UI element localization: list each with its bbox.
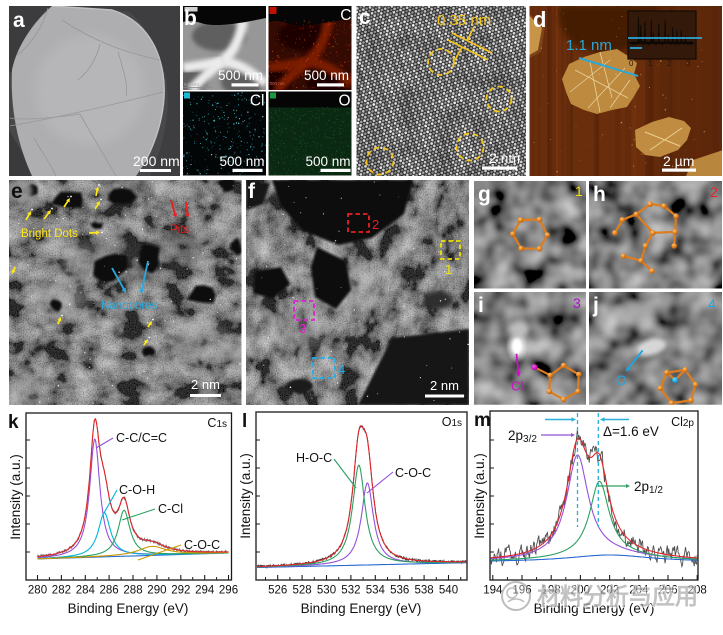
- svg-text:1: 1: [648, 59, 653, 68]
- svg-text:H-O-C: H-O-C: [296, 451, 332, 465]
- svg-text:286: 286: [100, 585, 119, 597]
- svg-text:O: O: [616, 372, 627, 388]
- svg-text:4: 4: [338, 362, 345, 377]
- svg-text:1: 1: [575, 183, 583, 199]
- svg-text:k: k: [8, 412, 19, 433]
- svg-text:g: g: [478, 183, 491, 206]
- svg-text:5.0 keV: 5.0 keV: [184, 82, 199, 87]
- svg-text:0.35 nm: 0.35 nm: [437, 12, 491, 29]
- svg-text:200 nm: 200 nm: [133, 153, 180, 169]
- svg-text:296: 296: [219, 585, 238, 597]
- svg-text:1: 1: [445, 262, 452, 277]
- svg-text:290: 290: [147, 585, 166, 597]
- svg-text:O1s: O1s: [442, 415, 462, 429]
- svg-text:f: f: [248, 180, 256, 203]
- svg-text:C1s: C1s: [207, 416, 227, 430]
- svg-text:Cl: Cl: [511, 379, 523, 394]
- svg-text:3: 3: [299, 321, 306, 336]
- svg-text:300 nm: 300 nm: [270, 81, 285, 86]
- svg-text:i: i: [478, 294, 484, 317]
- svg-text:Cl: Cl: [250, 93, 265, 110]
- svg-text:Nanopores: Nanopores: [101, 300, 158, 312]
- svg-text:d: d: [533, 7, 546, 32]
- svg-text:a: a: [13, 9, 25, 32]
- svg-text:194: 194: [483, 585, 503, 597]
- svg-text:e: e: [11, 180, 23, 203]
- svg-text:l: l: [242, 411, 247, 432]
- svg-text:2: 2: [667, 59, 672, 68]
- svg-text:C-O-C: C-O-C: [184, 538, 220, 552]
- svg-text:532: 532: [341, 585, 360, 597]
- svg-text:536: 536: [390, 585, 409, 597]
- svg-text:2: 2: [710, 184, 718, 200]
- svg-text:526: 526: [268, 585, 287, 597]
- svg-text:材料分析与应用: 材料分析与应用: [537, 583, 698, 609]
- svg-text:Binding Energy (eV): Binding Energy (eV): [68, 601, 189, 616]
- svg-text:288: 288: [123, 585, 142, 597]
- svg-text:Pits: Pits: [170, 224, 189, 236]
- svg-text:294: 294: [195, 585, 215, 597]
- svg-text:2: 2: [372, 217, 379, 232]
- svg-text:4: 4: [708, 296, 716, 312]
- svg-text:Intensity (a.u.): Intensity (a.u.): [238, 453, 253, 539]
- svg-text:C-O-H: C-O-H: [119, 483, 155, 497]
- svg-text:b: b: [184, 7, 197, 30]
- svg-text:Cl2p: Cl2p: [671, 415, 694, 429]
- svg-text:530: 530: [317, 585, 336, 597]
- svg-text:284: 284: [76, 585, 96, 597]
- svg-text:500 nm: 500 nm: [305, 154, 350, 169]
- svg-text:C-C/C=C: C-C/C=C: [116, 431, 167, 445]
- svg-text:j: j: [592, 294, 599, 317]
- svg-text:0: 0: [629, 59, 634, 68]
- svg-text:292: 292: [171, 585, 190, 597]
- svg-text:2 nm: 2 nm: [191, 377, 220, 392]
- svg-text:500 nm: 500 nm: [219, 154, 264, 169]
- svg-text:1.1 nm: 1.1 nm: [566, 37, 612, 54]
- svg-text:528: 528: [293, 585, 312, 597]
- svg-text:m: m: [474, 410, 491, 431]
- svg-text:2 nm: 2 nm: [430, 378, 459, 393]
- svg-text:C: C: [340, 7, 351, 24]
- svg-text:540: 540: [439, 585, 458, 597]
- svg-text:538: 538: [415, 585, 434, 597]
- svg-text:h: h: [593, 183, 606, 206]
- svg-text:c: c: [359, 6, 371, 29]
- svg-text:282: 282: [52, 585, 71, 597]
- svg-text:O: O: [338, 93, 350, 110]
- svg-text:Δ=1.6 eV: Δ=1.6 eV: [603, 424, 659, 439]
- svg-text:2 nm: 2 nm: [489, 150, 520, 166]
- svg-text:Intensity (a.u.): Intensity (a.u.): [8, 454, 23, 540]
- svg-text:Bright Dots: Bright Dots: [21, 228, 78, 240]
- svg-text:534: 534: [366, 585, 386, 597]
- svg-text:Intensity (a.u.): Intensity (a.u.): [472, 453, 487, 539]
- svg-text:3: 3: [573, 295, 581, 311]
- svg-text:280: 280: [28, 585, 47, 597]
- svg-text:3: 3: [686, 59, 691, 68]
- svg-text:500 nm: 500 nm: [218, 68, 263, 83]
- svg-text:2 µm: 2 µm: [663, 153, 694, 169]
- svg-text:C-Cl: C-Cl: [158, 502, 183, 516]
- svg-text:Binding Energy (eV): Binding Energy (eV): [301, 601, 422, 616]
- svg-text:C-O-C: C-O-C: [395, 466, 431, 480]
- svg-text:500 nm: 500 nm: [304, 68, 349, 83]
